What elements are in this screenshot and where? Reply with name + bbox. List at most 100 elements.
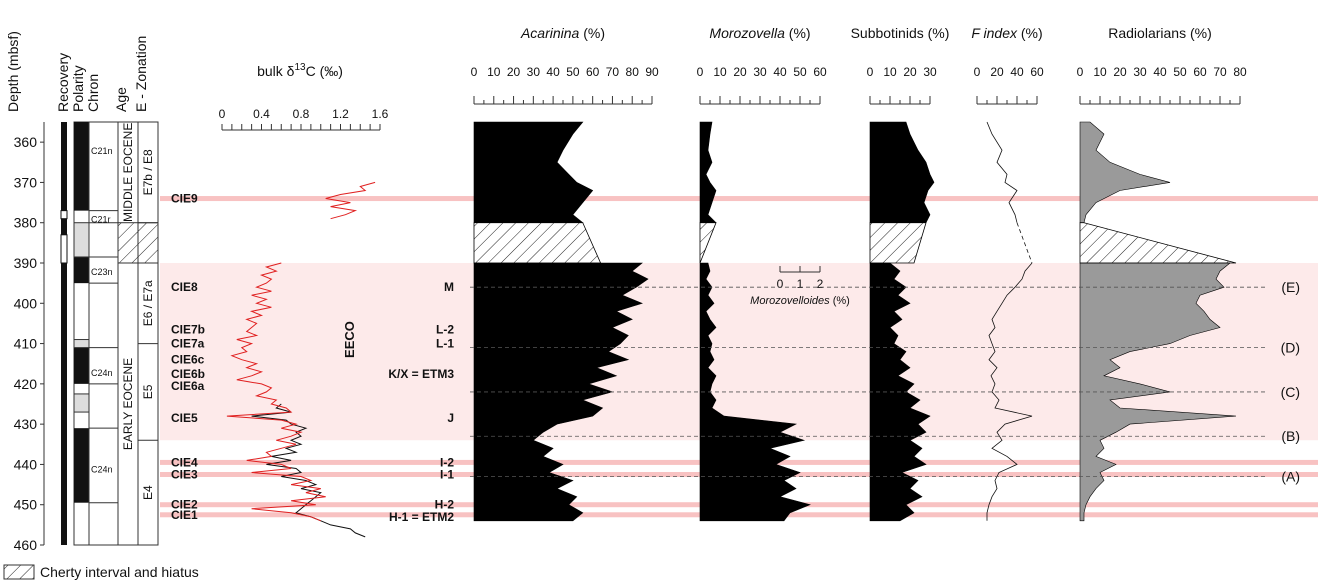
panel-title-unit: (%) (924, 25, 950, 41)
hyperthermal-label: K/X = ETM3 (388, 367, 454, 381)
panel-tick-label: 0 (867, 65, 874, 79)
panel-tick-label: 70 (606, 65, 620, 79)
area-upper-acarinina (473, 121, 594, 223)
panel-tick-label: 20 (733, 65, 747, 79)
depth-tick-label: 380 (14, 215, 38, 231)
panel-tick-label: 0 (1077, 65, 1084, 79)
cie-label: CIE6c (171, 353, 205, 367)
legend-hatch-swatch (3, 564, 35, 580)
boundary-label: (A) (1281, 469, 1300, 485)
eeco-label: EECO (342, 321, 357, 358)
panel-tick-label: 50 (1173, 65, 1187, 79)
morozovelloides-title-name: Morozovelloides (750, 295, 830, 307)
hatch-morozovella (699, 222, 717, 264)
strat-column-header: E - Zonation (133, 36, 149, 112)
zone-label: E5 (141, 384, 155, 399)
panel-tick-label: 0 (471, 65, 478, 79)
panel-tick-label: 50 (566, 65, 580, 79)
panel-tick-label: 80 (626, 65, 640, 79)
d13c-title-prefix: bulk δ (257, 63, 295, 79)
panel-tick-label: 30 (923, 65, 937, 79)
cie-label: CIE3 (171, 468, 198, 482)
strat-column-header: Age (113, 87, 129, 112)
depth-tick-label: 410 (14, 336, 38, 352)
cie-label: CIE6b (171, 367, 205, 381)
stratigraphy-columns: Recovery Polarity Chron Age E - Zonation C21n… (55, 36, 159, 546)
recovery-gap (60, 210, 68, 220)
d13c-red-series-upper (325, 181, 376, 220)
hyperthermal-label: L-1 (436, 337, 454, 351)
depth-axis-label: Depth (mbsf) (5, 31, 21, 112)
d13c-title: bulk δ13C (‰) (257, 62, 343, 79)
depth-tick-label: 450 (14, 497, 38, 513)
findex-hiatus-dash (1016, 222, 1033, 264)
panel-tick-label: 10 (713, 65, 727, 79)
depth-tick-label: 400 (14, 295, 38, 311)
d13c-tick-label: 0.4 (253, 107, 270, 121)
d13c-red-series-lower (226, 262, 326, 522)
hatch-radiolarians (1079, 222, 1237, 264)
polarity-normal (74, 122, 89, 211)
chron-label: C21r (91, 215, 111, 225)
zone-label: E7b / E8 (141, 149, 155, 195)
panel-tick-label: 70 (1213, 65, 1227, 79)
cie-label: CIE6a (171, 379, 205, 393)
panel-tick-label: 40 (546, 65, 560, 79)
panel-tick-label: 80 (1233, 65, 1247, 79)
panel-tick-label: 20 (990, 65, 1004, 79)
polarity-uncertain (73, 222, 90, 258)
polarity-normal (74, 347, 89, 384)
age-label: EARLY EOCENE (121, 358, 135, 450)
chert-hiatus-hatch (117, 222, 159, 264)
panel-title-radiolarians: Radiolarians (%) (1108, 25, 1212, 41)
hyperthermal-label: H-1 = ETM2 (389, 510, 454, 524)
panel-tick-label: 30 (527, 65, 541, 79)
hyperthermal-label: H-2 (435, 498, 455, 512)
d13c-tick-label: 1.6 (372, 107, 389, 121)
panel-acarinina: Acarinina (%) 0 10 20 30 40 50 60 70 80 90 (471, 25, 659, 522)
chron-label: C24n (91, 368, 113, 378)
panel-tick-label: 30 (753, 65, 767, 79)
recovery-gap (60, 234, 68, 264)
chron-label: C24n (91, 464, 113, 474)
cie-label: CIE5 (171, 411, 198, 425)
hyperthermal-label: I-1 (440, 468, 454, 482)
panel-title-name: Subbotinids (851, 25, 924, 41)
panel-title-acarinina: Acarinina (%) (520, 25, 605, 41)
d13c-tick-label: 0 (219, 107, 226, 121)
depth-tick-label: 460 (14, 537, 38, 553)
cie-label: CIE7a (171, 337, 205, 351)
cie-label: CIE1 (171, 508, 198, 522)
zone-label: E4 (141, 485, 155, 500)
hyperthermal-label: L-2 (436, 322, 454, 336)
panel-tick-label: 10 (1093, 65, 1107, 79)
panel-tick-label: 40 (773, 65, 787, 79)
polarity-uncertain (73, 339, 90, 349)
depth-tick-label: 420 (14, 376, 38, 392)
area-upper-morozovella (699, 121, 717, 223)
polarity-normal (74, 428, 89, 503)
panel-title-findex: F index (%) (971, 25, 1042, 41)
legend: Cherty interval and hiatus (3, 564, 199, 580)
morozovelloides-inset: 0 1 2 Morozovelloides (%) (750, 266, 850, 307)
chron-label: C23n (91, 267, 113, 277)
depth-tick-label: 440 (14, 456, 38, 472)
recovery-bar (61, 122, 67, 545)
morozovelloides-tick-label: 0 (777, 277, 784, 291)
panel-title-subbotinids: Subbotinids (%) (851, 25, 950, 41)
panel-tick-label: 90 (645, 65, 659, 79)
depth-tick-label: 390 (14, 255, 38, 271)
polarity-normal (74, 256, 89, 284)
depth-tick-label: 430 (14, 416, 38, 432)
panel-findex: F index (%) 0 20 40 60 (971, 25, 1044, 521)
depth-tick-label: 370 (14, 174, 38, 190)
morozovelloides-tick-label: 2 (817, 277, 824, 291)
hyperthermal-label: J (447, 411, 454, 425)
panel-tick-label: 0 (697, 65, 704, 79)
panel-tick-label: 40 (1153, 65, 1167, 79)
panel-tick-label: 10 (883, 65, 897, 79)
zone-label: E6 / E7a (141, 280, 155, 326)
polarity-uncertain (73, 393, 90, 413)
hyperthermal-label: M (444, 280, 454, 294)
